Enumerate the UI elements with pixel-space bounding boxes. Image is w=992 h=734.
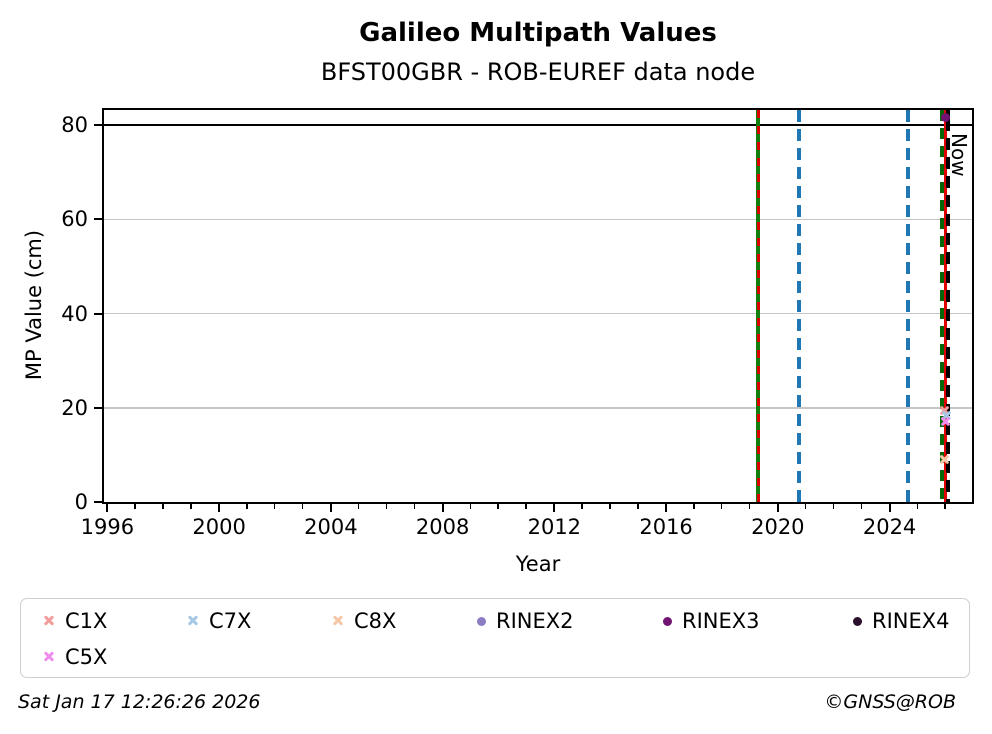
point-C5X: [940, 416, 951, 427]
event-2025-green-dashed: [939, 110, 944, 502]
x-tick-2016: [665, 504, 668, 512]
x-tick-2005: [357, 504, 360, 509]
gridline-40: [104, 312, 972, 315]
x-axis-label: Year: [515, 552, 561, 576]
y-tick-20: [94, 406, 102, 409]
plot-area: [102, 108, 974, 504]
x-tick-1999: [190, 504, 192, 509]
RINEX2-legend-dot-icon: [477, 616, 486, 626]
legend-item-C5X: C5X: [43, 645, 187, 669]
legend-item-RINEX4: RINEX4: [853, 609, 969, 633]
legend-label: C8X: [354, 609, 397, 633]
chart-subtitle: BFST00GBR - ROB-EUREF data node: [320, 58, 756, 86]
x-tick-2003: [301, 504, 304, 509]
x-tick-2018: [720, 504, 723, 509]
C5X-x-marker-icon: [940, 416, 951, 427]
y-tick-0: [94, 501, 102, 503]
x-tick-2015: [637, 504, 639, 509]
legend-label: RINEX3: [682, 609, 760, 633]
x-tick-2017: [693, 504, 695, 509]
x-tick-label-2020: 2020: [751, 515, 805, 539]
x-tick-1996: [106, 504, 109, 512]
chart-title: Galileo Multipath Values: [359, 18, 717, 48]
x-tick-2019: [748, 504, 751, 509]
RINEX3-dot-marker-icon: [940, 112, 950, 122]
x-tick-2022: [832, 504, 835, 509]
legend-label: RINEX2: [496, 609, 574, 633]
x-tick-2001: [246, 504, 248, 509]
x-tick-2012: [553, 504, 556, 512]
x-tick-2023: [860, 504, 863, 509]
x-tick-label-2016: 2016: [639, 515, 693, 539]
copyright-credit: ©GNSS@ROB: [824, 691, 956, 713]
x-tick-2009: [469, 504, 472, 509]
C7X-legend-x-icon: [187, 615, 199, 627]
C8X-legend-x-icon: [332, 615, 344, 627]
x-tick-label-2012: 2012: [527, 515, 582, 539]
legend-item-C8X: C8X: [332, 609, 477, 633]
event-2019-red-dashed: [756, 110, 760, 502]
now-annotation: Now: [947, 133, 972, 177]
threshold-line-80: [104, 123, 972, 127]
x-tick-2021: [804, 504, 807, 509]
now-line: [943, 110, 948, 502]
C8X-x-marker-icon: [939, 454, 950, 465]
C1X-legend-x-icon: [43, 615, 55, 627]
x-tick-2000: [218, 504, 221, 512]
y-tick-40: [94, 312, 102, 315]
legend-label: RINEX4: [872, 609, 950, 633]
point-RINEX3: [940, 112, 950, 122]
x-tick-2006: [385, 504, 388, 509]
x-tick-2010: [497, 504, 499, 509]
RINEX4-legend-dot-icon: [853, 616, 862, 626]
x-tick-2014: [609, 504, 611, 509]
x-tick-2008: [441, 504, 444, 512]
legend-label: C7X: [209, 609, 252, 633]
y-tick-label-60: 60: [61, 207, 88, 232]
x-tick-2025: [916, 504, 919, 509]
legend-item-C1X: C1X: [43, 609, 187, 633]
x-tick-2011: [525, 504, 527, 509]
gridline-60: [104, 218, 972, 221]
event-2026-black-dashed: [946, 110, 951, 502]
y-tick-label-0: 0: [74, 490, 88, 514]
plot-timestamp: Sat Jan 17 12:26:26 2026: [18, 691, 261, 713]
legend-item-RINEX2: RINEX2: [477, 609, 663, 633]
legend-items: C1X C7X C8X RINEX2 RINEX3 RINEX4 C5X: [21, 599, 969, 675]
legend: C1X C7X C8X RINEX2 RINEX3 RINEX4 C5X: [20, 598, 970, 678]
x-tick-2007: [413, 504, 416, 509]
x-tick-2020: [776, 504, 779, 512]
x-tick-label-2008: 2008: [415, 515, 470, 539]
x-tick-label-1996: 1996: [80, 515, 135, 539]
x-tick-2004: [329, 504, 332, 512]
x-tick-1997: [134, 504, 136, 509]
legend-item-RINEX3: RINEX3: [663, 609, 853, 633]
RINEX3-legend-dot-icon: [663, 616, 672, 626]
C5X-legend-x-icon: [43, 651, 55, 663]
event-2024-blue-dashed: [906, 110, 911, 502]
y-tick-60: [94, 218, 102, 221]
event-2020-blue-dashed: [797, 110, 802, 502]
legend-item-C7X: C7X: [187, 609, 332, 633]
point-C8X: [939, 454, 950, 465]
y-tick-80: [94, 124, 102, 127]
y-tick-label-40: 40: [61, 301, 88, 326]
x-tick-2013: [581, 504, 583, 509]
legend-label: C1X: [65, 609, 108, 633]
x-tick-1998: [162, 504, 164, 509]
x-tick-2026: [944, 504, 946, 509]
gridline-20: [104, 407, 972, 409]
x-tick-label-2000: 2000: [192, 515, 246, 539]
y-tick-label-20: 20: [61, 395, 88, 420]
x-tick-label-2004: 2004: [304, 515, 358, 539]
legend-label: C5X: [65, 645, 108, 669]
x-tick-label-2024: 2024: [862, 515, 917, 539]
x-tick-2024: [888, 504, 891, 512]
y-tick-label-80: 80: [61, 113, 88, 138]
x-tick-2002: [273, 504, 276, 509]
